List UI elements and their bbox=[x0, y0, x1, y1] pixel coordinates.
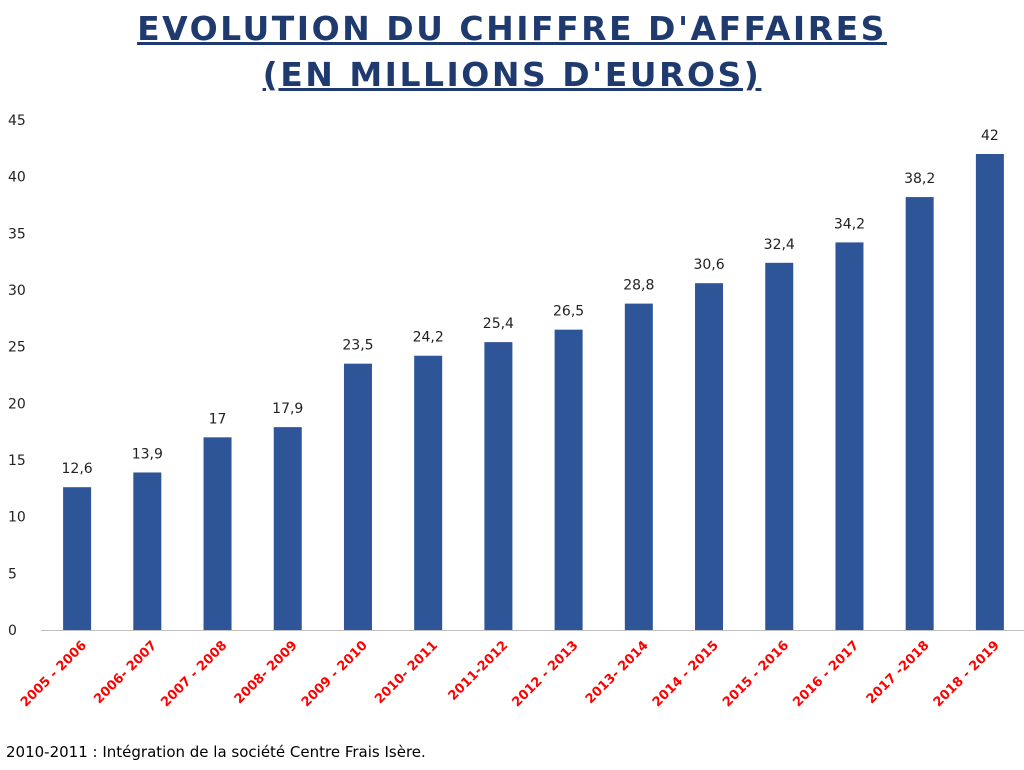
data-label: 34,2 bbox=[834, 216, 865, 232]
bar bbox=[695, 283, 724, 630]
x-tick-label: 2009 - 2010 bbox=[299, 638, 371, 710]
data-label: 32,4 bbox=[764, 237, 795, 253]
chart-title-line-1: EVOLUTION DU CHIFFRE D'AFFAIRES bbox=[137, 9, 887, 48]
x-tick-label: 2016 - 2017 bbox=[790, 638, 862, 710]
bar bbox=[554, 329, 583, 630]
x-tick-label: 2006- 2007 bbox=[91, 638, 160, 707]
x-tick-label: 2013- 2014 bbox=[583, 638, 652, 707]
footnote: 2010-2011 : Intégration de la société Ce… bbox=[6, 743, 426, 761]
y-tick-label: 0 bbox=[8, 623, 17, 639]
y-tick-label: 30 bbox=[8, 283, 26, 299]
bar bbox=[975, 154, 1004, 630]
data-label: 12,6 bbox=[62, 461, 93, 477]
data-label: 28,8 bbox=[623, 278, 654, 294]
y-tick-label: 5 bbox=[8, 566, 17, 582]
data-label: 26,5 bbox=[553, 304, 584, 320]
x-tick-label: 2014 - 2015 bbox=[650, 638, 722, 710]
bar-chart: 0 5 10 15 20 25 30 35 40 45 12,6 2005 - 2006 13,9 200… bbox=[8, 113, 1024, 710]
chart-title: EVOLUTION DU CHIFFRE D'AFFAIRES (EN MILL… bbox=[0, 6, 1024, 98]
x-tick-label: 2007 - 2008 bbox=[158, 638, 230, 710]
data-label: 17 bbox=[209, 411, 227, 427]
y-tick-label: 35 bbox=[8, 226, 26, 242]
data-label: 17,9 bbox=[272, 401, 303, 417]
bar bbox=[835, 242, 864, 630]
y-tick-label: 15 bbox=[8, 453, 26, 469]
bar bbox=[133, 472, 162, 630]
x-tick-label: 2011-2012 bbox=[446, 638, 512, 704]
data-label: 42 bbox=[981, 128, 999, 144]
data-label: 24,2 bbox=[413, 330, 444, 346]
bar bbox=[203, 437, 232, 630]
y-tick-label: 10 bbox=[8, 510, 26, 526]
x-tick-label: 2015 - 2016 bbox=[720, 638, 792, 710]
x-tick-label: 2012 - 2013 bbox=[509, 638, 581, 710]
bar bbox=[624, 303, 653, 630]
bar bbox=[484, 342, 513, 630]
bar bbox=[63, 487, 92, 630]
x-tick-label: 2010- 2011 bbox=[372, 638, 441, 707]
y-tick-label: 20 bbox=[8, 396, 26, 412]
bar bbox=[905, 197, 934, 631]
bar bbox=[343, 363, 372, 630]
data-label: 38,2 bbox=[904, 171, 935, 187]
chart-title-line-2: (EN MILLIONS D'EUROS) bbox=[262, 55, 762, 94]
data-label: 13,9 bbox=[132, 446, 163, 462]
x-tick-label: 2005 - 2006 bbox=[18, 638, 90, 710]
bar bbox=[273, 427, 302, 630]
y-tick-label: 25 bbox=[8, 340, 26, 356]
bar bbox=[414, 355, 443, 630]
data-label: 25,4 bbox=[483, 316, 514, 332]
y-tick-label: 40 bbox=[8, 170, 26, 186]
x-tick-label: 2008- 2009 bbox=[232, 638, 301, 707]
y-tick-label: 45 bbox=[8, 113, 26, 129]
data-label: 30,6 bbox=[693, 257, 724, 273]
bar bbox=[765, 262, 794, 630]
x-tick-label: 2018 - 2019 bbox=[931, 638, 1003, 710]
data-label: 23,5 bbox=[342, 338, 373, 354]
x-tick-label: 2017 -2018 bbox=[864, 638, 933, 707]
